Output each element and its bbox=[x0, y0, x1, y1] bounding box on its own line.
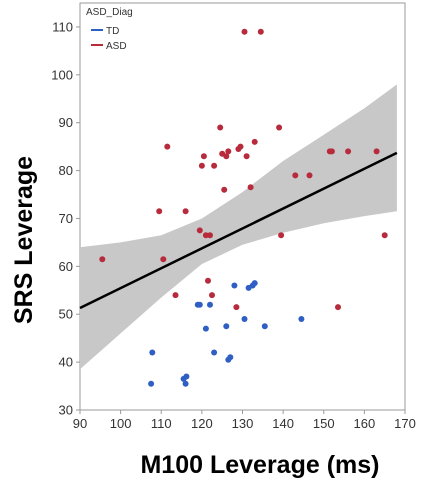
data-point-td bbox=[149, 349, 156, 356]
x-tick-label: 90 bbox=[73, 416, 87, 431]
data-point-td bbox=[251, 280, 258, 287]
regression-line bbox=[79, 151, 398, 310]
x-tick-label: 150 bbox=[313, 416, 335, 431]
data-point-td bbox=[211, 349, 218, 356]
data-point-asd bbox=[251, 138, 258, 145]
data-point-asd bbox=[209, 292, 215, 299]
data-point-asd bbox=[99, 256, 106, 263]
data-point-td bbox=[202, 325, 209, 332]
y-tick-label: 80 bbox=[59, 163, 73, 178]
data-point-td bbox=[298, 316, 305, 322]
data-point-td bbox=[207, 301, 213, 308]
data-point-td bbox=[241, 316, 248, 322]
legend-title: ASD_Diag bbox=[86, 7, 133, 18]
y-tick-label: 40 bbox=[59, 355, 73, 370]
legend-label-td: TD bbox=[106, 26, 119, 37]
data-point-asd bbox=[278, 232, 285, 239]
y-tick-label: 90 bbox=[59, 115, 73, 130]
data-point-asd bbox=[233, 304, 240, 311]
legend-label-asd: ASD bbox=[106, 41, 127, 52]
data-point-td bbox=[261, 323, 268, 330]
data-point-asd bbox=[196, 227, 203, 234]
data-point-asd bbox=[211, 162, 218, 169]
legend: ASD_Diag TD ASD bbox=[86, 7, 133, 52]
data-point-asd bbox=[225, 148, 232, 155]
data-points-layer bbox=[99, 28, 388, 387]
data-point-asd bbox=[160, 256, 167, 263]
data-point-td bbox=[227, 354, 234, 361]
data-point-asd bbox=[207, 232, 213, 239]
x-axis-ticks: 90 100 110 120 130 140 150 160 170 bbox=[73, 410, 416, 431]
data-point-td bbox=[223, 323, 230, 330]
x-tick-label: 120 bbox=[191, 416, 213, 431]
data-point-asd bbox=[237, 143, 244, 150]
data-point-asd bbox=[345, 148, 352, 155]
data-point-asd bbox=[381, 232, 388, 239]
data-point-asd bbox=[328, 148, 335, 155]
data-point-asd bbox=[292, 172, 299, 179]
data-point-asd bbox=[172, 292, 179, 299]
data-point-asd bbox=[335, 304, 341, 311]
fit-line-layer bbox=[79, 151, 398, 310]
data-point-asd bbox=[276, 124, 283, 131]
data-point-asd bbox=[247, 184, 254, 191]
data-point-asd bbox=[205, 277, 211, 284]
x-axis-title: M100 Leverage (ms) bbox=[140, 451, 379, 479]
data-point-asd bbox=[241, 28, 248, 35]
y-tick-label: 30 bbox=[59, 403, 73, 418]
data-point-td bbox=[196, 301, 203, 308]
data-point-asd bbox=[221, 186, 228, 193]
data-point-asd bbox=[257, 28, 264, 35]
x-tick-label: 160 bbox=[354, 416, 376, 431]
data-point-asd bbox=[182, 208, 189, 215]
x-tick-label: 110 bbox=[151, 416, 172, 431]
confidence-band bbox=[80, 84, 397, 370]
data-point-td bbox=[231, 282, 238, 289]
x-tick-label: 170 bbox=[394, 416, 416, 431]
data-point-td bbox=[183, 373, 190, 380]
y-axis-title: SRS Leverage bbox=[10, 156, 38, 324]
data-point-asd bbox=[202, 232, 209, 239]
data-point-td bbox=[148, 380, 155, 387]
data-point-td bbox=[182, 380, 189, 387]
y-tick-label: 110 bbox=[52, 19, 73, 34]
y-tick-label: 60 bbox=[59, 259, 73, 274]
data-point-asd bbox=[223, 153, 230, 160]
data-point-asd bbox=[373, 148, 380, 155]
y-tick-label: 50 bbox=[59, 307, 73, 322]
y-tick-label: 70 bbox=[59, 211, 73, 226]
data-point-asd bbox=[217, 124, 224, 131]
data-point-asd bbox=[243, 153, 250, 160]
data-point-asd bbox=[156, 208, 163, 215]
x-tick-label: 140 bbox=[272, 416, 294, 431]
y-tick-label: 100 bbox=[51, 67, 73, 82]
data-point-asd bbox=[198, 162, 205, 169]
data-point-asd bbox=[164, 143, 171, 150]
x-tick-label: 100 bbox=[110, 416, 132, 431]
confidence-band-layer bbox=[80, 84, 397, 370]
data-point-asd bbox=[306, 172, 313, 179]
y-axis-ticks: 30 40 50 60 70 80 90 100 110 bbox=[51, 19, 80, 418]
data-point-asd bbox=[200, 153, 207, 160]
x-tick-label: 130 bbox=[232, 416, 254, 431]
